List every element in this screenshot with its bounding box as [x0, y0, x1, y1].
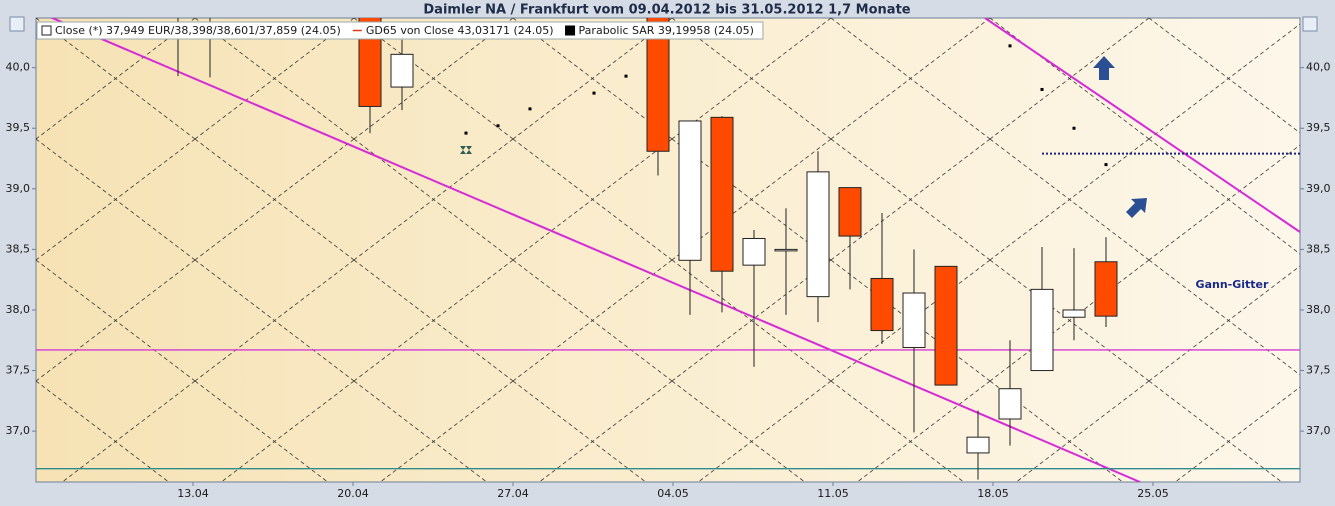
sar-dot	[624, 74, 628, 78]
candle-body	[678, 120, 702, 261]
y-tick-label: 38,0	[6, 303, 31, 316]
plot	[36, 18, 1300, 482]
y-tick-label: 37,0	[6, 424, 31, 437]
candle-body	[710, 116, 734, 272]
candle-body	[358, 18, 382, 107]
y-tick-label: 39,5	[6, 121, 31, 134]
annotation: Gann-Gitter	[1196, 278, 1269, 291]
candle-body	[902, 292, 926, 349]
x-tick-label: 04.05	[657, 487, 689, 500]
y-tick-label: 39,0	[1306, 182, 1331, 195]
y-tick-label: 37,5	[1306, 364, 1331, 377]
y-tick-label: 40,0	[6, 61, 31, 74]
candle-body	[646, 18, 670, 152]
y-tick-label: 37,5	[6, 364, 31, 377]
candle-body	[998, 388, 1022, 420]
trendline	[984, 18, 1300, 233]
candle-body	[838, 187, 862, 237]
candle-body	[774, 248, 798, 252]
x-tick-label: 25.05	[1137, 487, 1169, 500]
arrow-diagonal	[1126, 198, 1147, 218]
y-tick-label: 37,0	[1306, 424, 1331, 437]
legend-swatch	[565, 25, 576, 36]
x-tick-label: 27.04	[497, 487, 529, 500]
legend-box	[36, 21, 764, 40]
legend: Close (*) 37,949 EUR/38,398/38,601/37,85…	[36, 21, 764, 40]
signal-marker	[460, 146, 472, 154]
sar-dot	[1008, 44, 1012, 48]
candle-body	[870, 277, 894, 332]
candle-body	[934, 265, 958, 386]
trendline	[49, 18, 1141, 482]
legend-label: Close (*) 37,949 EUR/38,398/38,601/37,85…	[55, 24, 341, 37]
sar-dot	[464, 131, 468, 135]
sar-dot	[592, 91, 596, 95]
legend-label: Parabolic SAR 39,19958 (24.05)	[579, 24, 754, 37]
chart-title: Daimler NA / Frankfurt vom 09.04.2012 bi…	[423, 3, 910, 18]
x-tick-label: 18.05	[977, 487, 1009, 500]
y-tick-label: 39,5	[1306, 121, 1331, 134]
legend-swatch	[41, 25, 52, 36]
y-tick-label: 38,0	[1306, 303, 1331, 316]
sar-dot	[528, 107, 532, 111]
x-tick-label: 11.05	[817, 487, 849, 500]
menu-icon[interactable]	[9, 16, 25, 32]
sar-dot	[1040, 87, 1044, 91]
sar-dot	[496, 124, 500, 128]
candle-body	[742, 237, 766, 266]
candle-body	[966, 436, 990, 454]
x-tick-label: 20.04	[337, 487, 369, 500]
settings-icon[interactable]	[1302, 16, 1318, 32]
y-tick-label: 40,0	[1306, 61, 1331, 74]
candle-body	[1094, 261, 1118, 317]
y-tick-label: 39,0	[6, 182, 31, 195]
candle-body	[1062, 309, 1086, 318]
legend-label: GD65 von Close 43,03171 (24.05)	[366, 24, 554, 37]
candle-body	[1030, 288, 1054, 372]
sar-dot	[1072, 126, 1076, 130]
candle-body	[806, 171, 830, 298]
sar-dot	[1104, 163, 1108, 167]
candle-body	[390, 53, 414, 88]
y-tick-label: 38,5	[6, 242, 31, 255]
x-tick-label: 13.04	[177, 487, 209, 500]
y-tick-label: 38,5	[1306, 242, 1331, 255]
arrow-up	[1093, 56, 1115, 80]
